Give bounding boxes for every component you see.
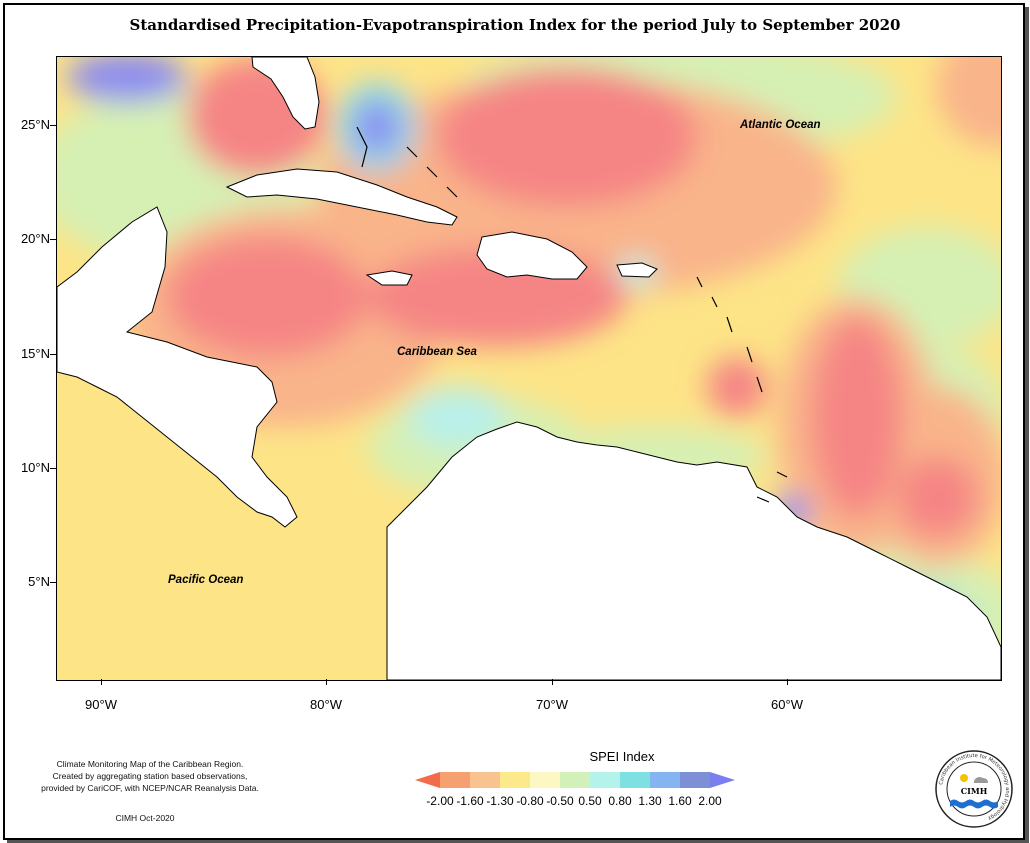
strong-wet-zone-bahamas [355, 102, 399, 152]
logo-acronym: CIMH [961, 786, 988, 796]
strong-dry-zone-west [167, 237, 367, 357]
legend-tick-label: 1.60 [668, 794, 692, 808]
wave-icon [950, 799, 998, 809]
lon-label-90w: 90°W [85, 697, 117, 712]
land-cuba [225, 168, 458, 226]
legend-arrow-low [415, 772, 440, 788]
legend-segment [470, 772, 501, 788]
strong-dry-zone-atlantic [437, 67, 697, 207]
legend-tick-label: 0.80 [608, 794, 632, 808]
legend-tick-label: -1.60 [456, 794, 484, 808]
strong-dry-zone-barbados [812, 317, 902, 517]
lat-tick-5n [50, 582, 56, 583]
legend-tick-label: 2.00 [698, 794, 722, 808]
land-hispaniola [476, 231, 588, 280]
island-trinidad-tobago [756, 471, 788, 503]
legend-tick-label: -1.30 [486, 794, 514, 808]
footer-credit: CIMH Oct-2020 [115, 813, 175, 823]
land-jamaica [365, 270, 413, 286]
lat-label-10n: 10°N [20, 460, 50, 475]
lon-tick-80w [326, 679, 327, 685]
lat-label-20n: 20°N [20, 231, 50, 246]
lon-label-80w: 80°W [310, 697, 342, 712]
lat-tick-25n [50, 125, 56, 126]
lat-tick-10n [50, 468, 56, 469]
island-lesser-antilles [696, 276, 763, 393]
island-andros [356, 126, 368, 168]
footer-note: Climate Monitoring Map of the Caribbean … [30, 758, 270, 794]
lon-tick-90w [101, 679, 102, 685]
lon-label-60w: 60°W [771, 697, 803, 712]
footer-line-2: Created by aggregating station based obs… [52, 771, 248, 781]
lon-tick-60w [787, 679, 788, 685]
legend-tick-label: -2.00 [426, 794, 454, 808]
strong-dry-zone-east [897, 457, 977, 537]
mild-wet-zone-caribbean [407, 387, 507, 447]
legend-segment [680, 772, 711, 788]
ocean-label-pacific: Pacific Ocean [168, 574, 244, 586]
sun-icon [960, 774, 968, 782]
legend-colorbar [415, 772, 735, 788]
legend-tick-label: 1.30 [638, 794, 662, 808]
legend-segment [560, 772, 591, 788]
strong-dry-zone-leeward [707, 357, 767, 417]
lat-label-25n: 25°N [20, 117, 50, 132]
legend-tick-label: -0.50 [546, 794, 574, 808]
lat-label-15n: 15°N [20, 346, 50, 361]
ocean-label-atlantic: Atlantic Ocean [740, 119, 821, 131]
land-puerto-rico [616, 262, 658, 278]
legend-segment [530, 772, 561, 788]
lon-tick-70w [552, 679, 553, 685]
legend-tick-label: 0.50 [578, 794, 602, 808]
lat-label-5n: 5°N [28, 574, 50, 589]
island-bahamas-chain [406, 146, 458, 198]
legend-title: SPEI Index [589, 749, 655, 764]
moderate-dry-zone-northeast [937, 57, 1001, 147]
land-florida [251, 57, 320, 130]
ocean-label-caribbean: Caribbean Sea [397, 346, 477, 358]
legend-segment [440, 772, 471, 788]
lat-tick-15n [50, 354, 56, 355]
cloud-icon [974, 777, 988, 783]
legend-segment [650, 772, 681, 788]
footer-line-1: Climate Monitoring Map of the Caribbean … [56, 759, 244, 769]
lon-label-70w: 70°W [536, 697, 568, 712]
spei-field [57, 57, 1001, 680]
island-outlines [356, 126, 788, 503]
land-central-america [57, 206, 298, 528]
legend-arrow-high [710, 772, 735, 788]
footer-line-3: provided by CariCOF, with NCEP/NCAR Rean… [41, 783, 259, 793]
map-title: Standardised Precipitation-Evapotranspir… [129, 16, 901, 34]
legend-tick-label: -0.80 [516, 794, 544, 808]
legend-segment [500, 772, 531, 788]
map-area [56, 56, 1002, 681]
lat-tick-20n [50, 239, 56, 240]
land-south-america [386, 421, 1001, 680]
cimh-logo: Caribbean Institute for Meteorology and … [935, 750, 1013, 828]
land-masses [57, 57, 1001, 680]
legend-segment [590, 772, 621, 788]
legend-segment [620, 772, 651, 788]
spei-map [57, 57, 1001, 680]
strong-wet-zone-gulf [67, 57, 187, 102]
